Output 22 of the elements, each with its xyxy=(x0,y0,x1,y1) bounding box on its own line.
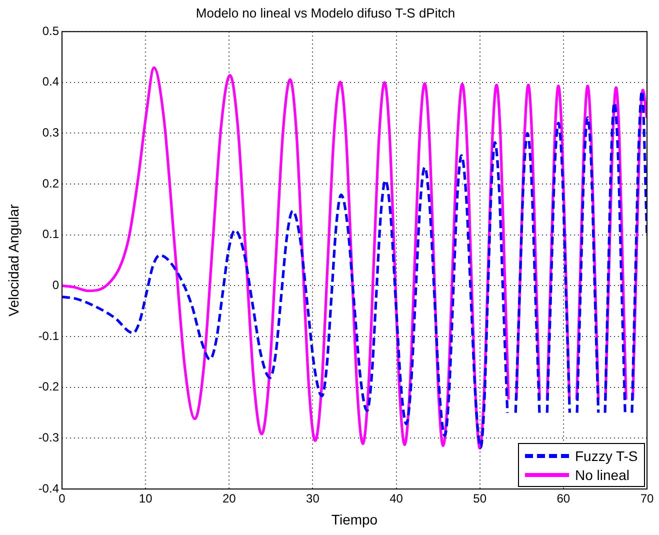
x-tick-label: 40 xyxy=(390,492,404,506)
chart-title: Modelo no lineal vs Modelo difuso T-S dPitch xyxy=(196,5,456,20)
x-tick-label: 50 xyxy=(473,492,487,506)
x-tick-label: 60 xyxy=(556,492,570,506)
y-tick-label: 0.3 xyxy=(42,126,60,140)
legend-label: Fuzzy T-S xyxy=(575,448,638,464)
y-tick-label: 0.2 xyxy=(42,176,60,190)
y-tick-label: -0.3 xyxy=(38,430,60,444)
x-axis-title: Tiempo xyxy=(331,511,378,528)
y-tick-label: -0.2 xyxy=(38,380,60,394)
x-tick-label: 70 xyxy=(640,492,654,506)
y-tick-label: 0.4 xyxy=(42,74,60,89)
y-tick-label: 0.1 xyxy=(42,227,60,242)
y-axis-title: Velocidad Angular xyxy=(5,204,22,316)
y-tick-label: -0.1 xyxy=(38,328,60,343)
x-tick-label: 10 xyxy=(138,492,153,506)
x-tick-label: 30 xyxy=(306,492,320,506)
y-tick-label: -0.4 xyxy=(38,481,60,496)
x-tick-label: 20 xyxy=(222,492,236,506)
y-tick-label: 0.5 xyxy=(42,24,60,38)
legend-label: No lineal xyxy=(575,466,630,482)
y-tick-label: 0 xyxy=(52,278,60,292)
